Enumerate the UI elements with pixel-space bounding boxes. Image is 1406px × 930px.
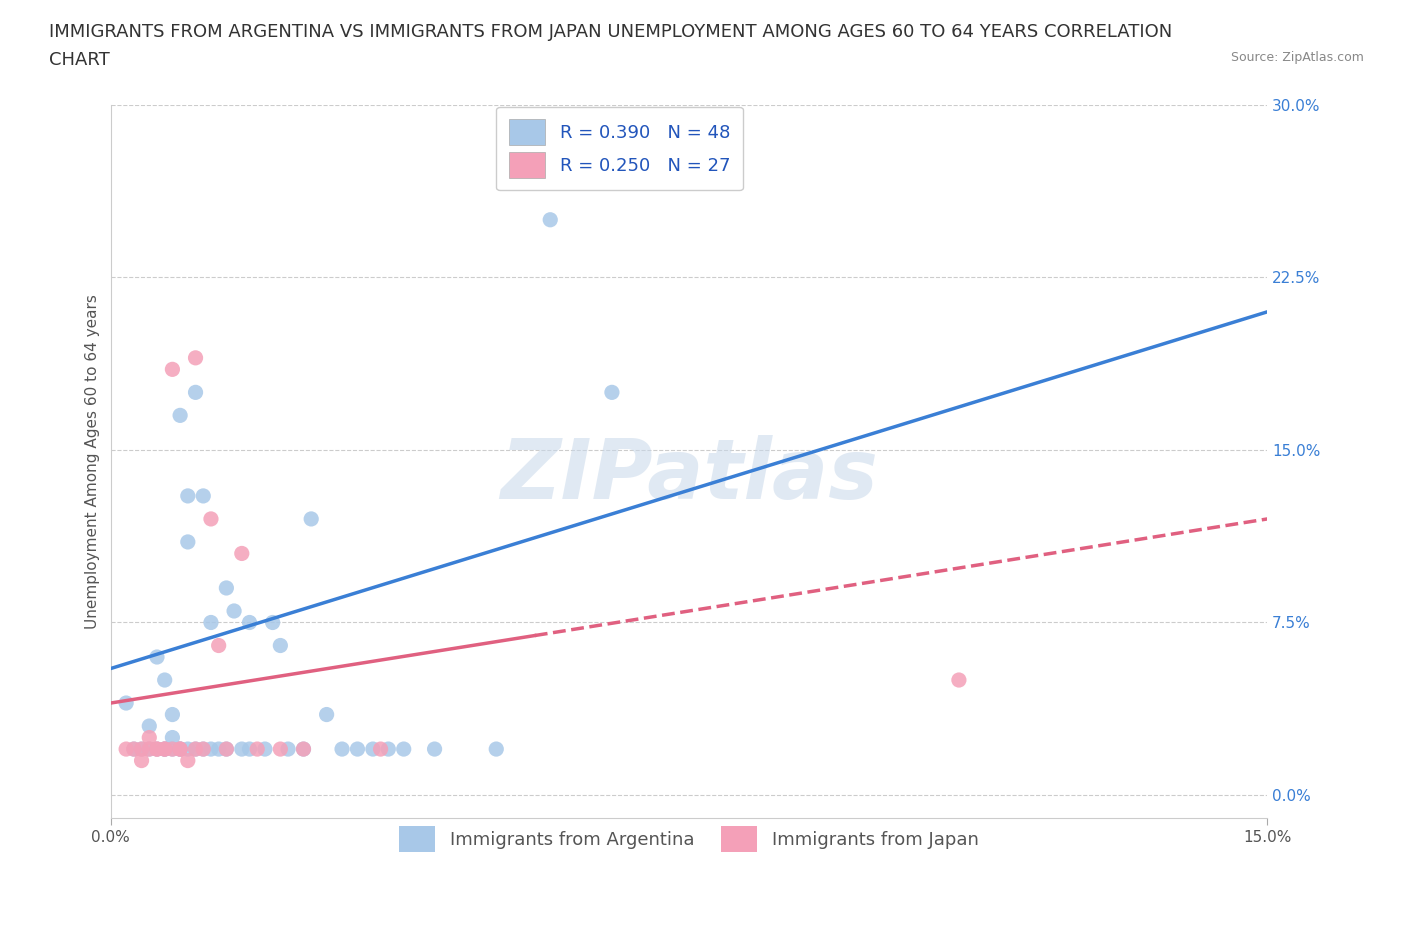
- Point: [246, 741, 269, 756]
- Point: [392, 741, 415, 756]
- Point: [208, 638, 231, 653]
- Point: [153, 672, 176, 687]
- Point: [423, 741, 446, 756]
- Point: [138, 730, 160, 745]
- Point: [222, 604, 245, 618]
- Point: [200, 741, 222, 756]
- Point: [485, 741, 508, 756]
- Point: [215, 741, 238, 756]
- Point: [346, 741, 368, 756]
- Text: Source: ZipAtlas.com: Source: ZipAtlas.com: [1230, 51, 1364, 64]
- Point: [292, 741, 315, 756]
- Point: [538, 212, 561, 227]
- Point: [200, 512, 222, 526]
- Point: [169, 741, 191, 756]
- Y-axis label: Unemployment Among Ages 60 to 64 years: Unemployment Among Ages 60 to 64 years: [86, 294, 100, 629]
- Point: [330, 741, 353, 756]
- Point: [292, 741, 315, 756]
- Point: [215, 741, 238, 756]
- Point: [238, 615, 260, 630]
- Point: [146, 741, 169, 756]
- Point: [215, 580, 238, 595]
- Text: CHART: CHART: [49, 51, 110, 69]
- Point: [138, 741, 160, 756]
- Point: [253, 741, 276, 756]
- Point: [162, 741, 184, 756]
- Point: [131, 753, 153, 768]
- Point: [361, 741, 384, 756]
- Point: [184, 741, 207, 756]
- Point: [122, 741, 145, 756]
- Point: [115, 696, 138, 711]
- Point: [177, 488, 200, 503]
- Point: [138, 719, 160, 734]
- Point: [153, 741, 176, 756]
- Point: [162, 362, 184, 377]
- Point: [146, 741, 169, 756]
- Point: [193, 741, 215, 756]
- Point: [169, 741, 191, 756]
- Point: [115, 741, 138, 756]
- Point: [169, 741, 191, 756]
- Point: [177, 535, 200, 550]
- Point: [146, 741, 169, 756]
- Point: [948, 672, 970, 687]
- Point: [131, 741, 153, 756]
- Point: [600, 385, 623, 400]
- Point: [131, 741, 153, 756]
- Point: [315, 707, 337, 722]
- Point: [162, 741, 184, 756]
- Point: [208, 741, 231, 756]
- Point: [277, 741, 299, 756]
- Point: [177, 741, 200, 756]
- Text: ZIPatlas: ZIPatlas: [501, 435, 877, 516]
- Point: [377, 741, 399, 756]
- Point: [269, 638, 291, 653]
- Point: [153, 741, 176, 756]
- Point: [184, 351, 207, 365]
- Point: [184, 385, 207, 400]
- Point: [138, 741, 160, 756]
- Point: [299, 512, 322, 526]
- Point: [162, 730, 184, 745]
- Point: [200, 615, 222, 630]
- Point: [269, 741, 291, 756]
- Point: [153, 741, 176, 756]
- Point: [146, 649, 169, 664]
- Point: [262, 615, 284, 630]
- Point: [169, 741, 191, 756]
- Point: [238, 741, 260, 756]
- Point: [177, 753, 200, 768]
- Text: IMMIGRANTS FROM ARGENTINA VS IMMIGRANTS FROM JAPAN UNEMPLOYMENT AMONG AGES 60 TO: IMMIGRANTS FROM ARGENTINA VS IMMIGRANTS …: [49, 23, 1173, 41]
- Point: [231, 741, 253, 756]
- Point: [122, 741, 145, 756]
- Point: [193, 741, 215, 756]
- Legend: Immigrants from Argentina, Immigrants from Japan: Immigrants from Argentina, Immigrants fr…: [392, 819, 986, 859]
- Point: [153, 741, 176, 756]
- Point: [184, 741, 207, 756]
- Point: [193, 488, 215, 503]
- Point: [162, 707, 184, 722]
- Point: [370, 741, 392, 756]
- Point: [169, 408, 191, 423]
- Point: [231, 546, 253, 561]
